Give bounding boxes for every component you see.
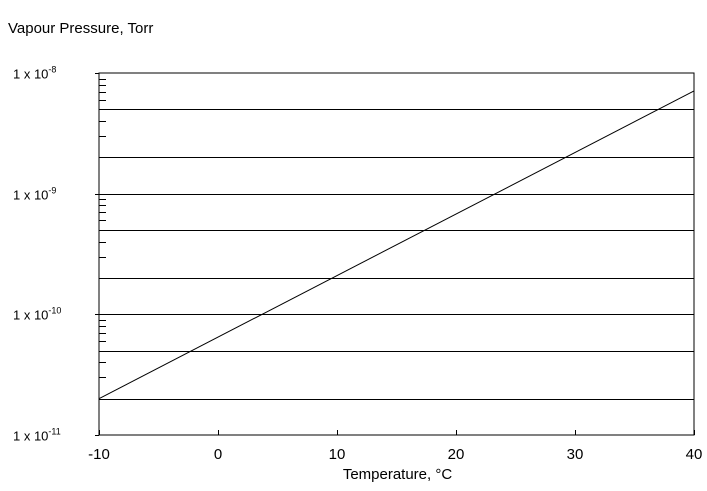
minor-ticks <box>95 73 106 436</box>
y-axis-label: Vapour Pressure, Torr <box>8 20 154 37</box>
plot-frame <box>98 72 695 436</box>
x-tick-label: 10 <box>328 446 346 463</box>
grid-lines <box>99 109 694 400</box>
series-line <box>98 90 695 400</box>
y-tick-label: 1 x 10-9 <box>13 185 57 203</box>
y-tick-label: 1 x 10-10 <box>13 305 62 323</box>
x-tick-label: 0 <box>213 446 223 463</box>
series-layer <box>98 90 695 400</box>
x-tick-label: 40 <box>685 446 703 463</box>
x-axis-label-wrap: Temperature, °C <box>0 466 707 483</box>
x-axis-label: Temperature, °C <box>342 466 453 483</box>
y-tick-label: 1 x 10-11 <box>13 426 61 444</box>
x-tick-label: 20 <box>447 446 465 463</box>
y-tick-label: 1 x 10-8 <box>13 64 57 82</box>
x-tick-label: 30 <box>566 446 584 463</box>
x-tick-marks <box>99 430 695 435</box>
x-tick-label: -10 <box>88 446 110 463</box>
